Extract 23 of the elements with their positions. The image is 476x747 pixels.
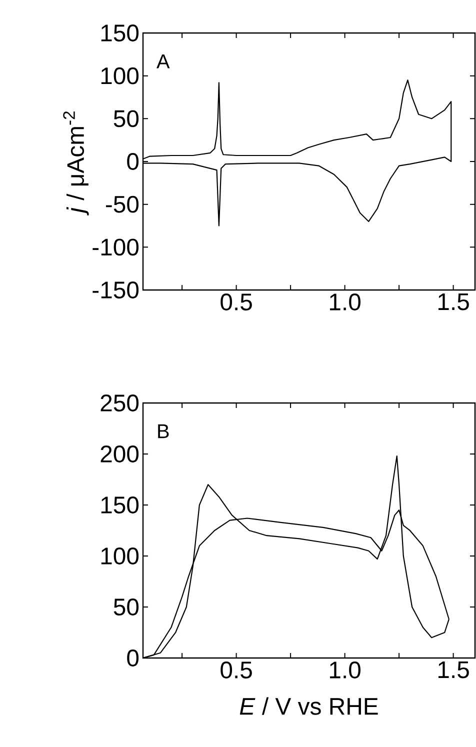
annotation: B bbox=[158, 424, 169, 438]
x-tick-label: 0.5 bbox=[220, 294, 252, 310]
y-axis-title: j / μAcm$^{-2}$ bbox=[63, 111, 89, 216]
x-axis-title: E / V vs RHE bbox=[240, 697, 378, 715]
y-tick-label: 150 bbox=[101, 496, 139, 514]
x-tick-label: 1.0 bbox=[330, 662, 360, 678]
y-tick-label: 250 bbox=[100, 394, 139, 412]
y-tick-label: 150 bbox=[101, 24, 139, 42]
y-tick-label: 50 bbox=[114, 598, 139, 616]
y-tick-label: 0 bbox=[127, 153, 139, 170]
y-tick-label: -100 bbox=[92, 238, 139, 256]
x-tick-label: 1.5 bbox=[438, 662, 469, 678]
x-tick-label: 0.5 bbox=[220, 662, 252, 678]
x-tick-label: 1.5 bbox=[438, 294, 469, 310]
y-tick-label: 50 bbox=[114, 110, 139, 128]
y-tick-label: 200 bbox=[100, 446, 139, 462]
x-tick-label: 1.0 bbox=[330, 294, 360, 310]
y-tick-label: -50 bbox=[106, 196, 139, 213]
annotation: A bbox=[156, 54, 170, 68]
y-tick-label: -150 bbox=[92, 282, 139, 298]
y-tick-label: 100 bbox=[101, 67, 139, 84]
y-tick-label: 0 bbox=[127, 650, 139, 666]
y-tick-label: 100 bbox=[101, 548, 139, 564]
